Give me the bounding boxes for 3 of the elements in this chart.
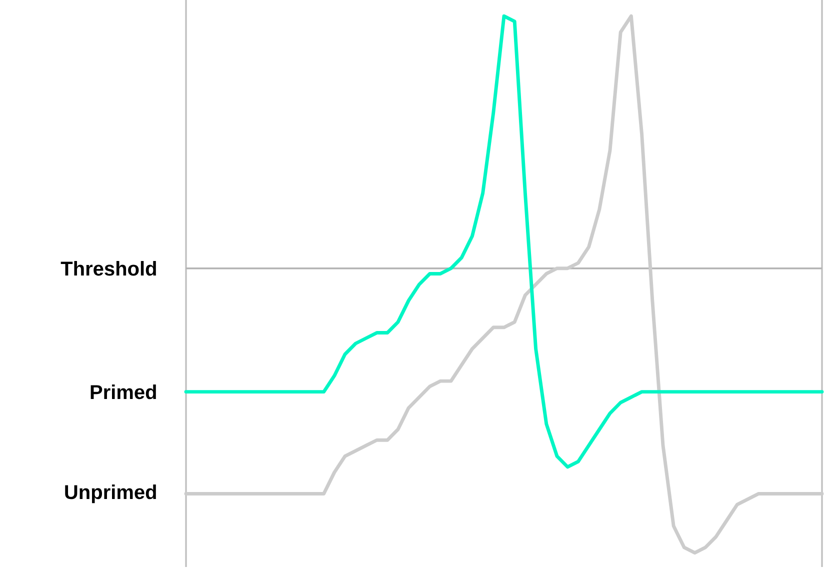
ref-line-label: Threshold [60,261,156,276]
text: Unprimed [65,484,156,504]
text: Primed [90,384,156,400]
